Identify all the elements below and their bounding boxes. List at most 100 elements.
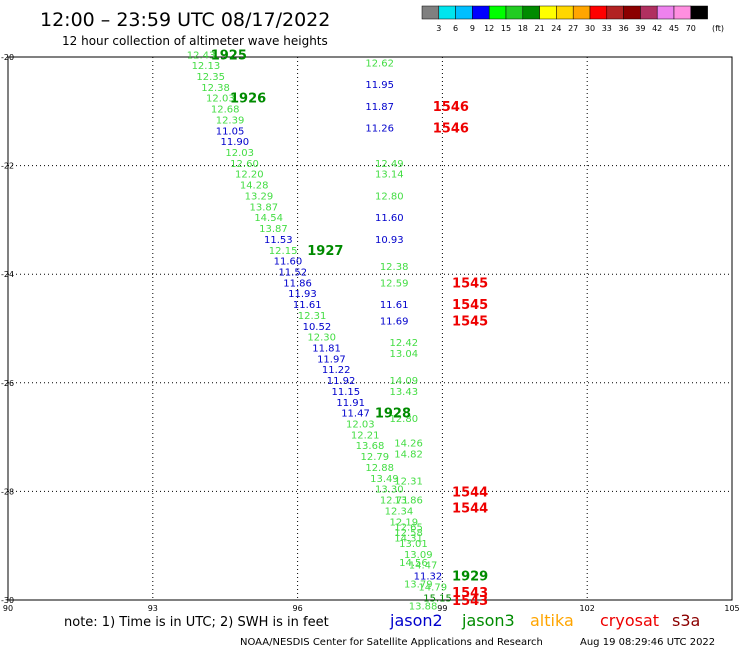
pass-number: 1546 [433, 122, 469, 137]
colorbar-swatch [606, 5, 624, 20]
wave-height-value: 14.47 [409, 561, 438, 572]
wave-height-value: 12.03 [206, 94, 235, 105]
wave-height-value: 13.04 [389, 349, 418, 360]
legend-altika: altika [530, 611, 574, 630]
wave-height-value: 14.26 [394, 439, 423, 450]
wave-height-value: 13.68 [356, 441, 385, 452]
legend-jason3: jason3 [461, 611, 515, 630]
wave-height-value: 12.60 [230, 159, 259, 170]
wave-height-value: 12.19 [389, 517, 418, 528]
wave-height-value: 13.88 [409, 601, 438, 612]
wave-height-value: 14.28 [240, 181, 269, 192]
pass-number: 1928 [375, 407, 411, 422]
colorbar-label: 9 [470, 24, 475, 33]
wave-height-value: 11.93 [288, 289, 317, 300]
wave-height-value: 13.01 [399, 539, 428, 550]
wave-height-value: 10.93 [375, 235, 404, 246]
pass-number: 1546 [433, 100, 469, 115]
wave-height-value: 11.81 [312, 344, 341, 355]
wave-height-value: 13.30 [375, 485, 404, 496]
wave-height-value: 14.54 [254, 213, 283, 224]
wave-height-value: 13.49 [370, 474, 399, 485]
wave-height-value: 11.87 [365, 102, 394, 113]
pass-number: 1925 [211, 48, 247, 63]
map-subtitle: 12 hour collection of altimeter wave hei… [62, 34, 328, 48]
colorbar-swatch [539, 5, 557, 20]
wave-height-value: 12.21 [351, 430, 380, 441]
wave-height-value: 12.49 [375, 159, 404, 170]
wave-height-value: 14.31 [394, 534, 423, 545]
colorbar-unit: (ft) [712, 24, 724, 33]
wave-height-value: 11.47 [341, 409, 370, 420]
wave-height-value: 12.31 [298, 311, 327, 322]
wave-height-value: 14.09 [389, 376, 418, 387]
wave-height-value: 14.79 [418, 582, 447, 593]
wave-height-value: 12.59 [380, 278, 409, 289]
wave-height-value: 12.20 [235, 170, 264, 181]
colorbar-swatch [690, 5, 708, 20]
wave-height-value: 13.14 [375, 170, 404, 181]
wave-height-value: 12.30 [307, 333, 336, 344]
wave-height-value: 12.35 [196, 72, 225, 83]
colorbar-swatch [438, 5, 456, 20]
colorbar-label: 70 [686, 24, 696, 33]
pass-number: 1544 [452, 485, 488, 500]
wave-height-value: 11.52 [278, 267, 307, 278]
colorbar-swatch [455, 5, 473, 20]
colorbar-swatch [589, 5, 608, 20]
wave-height-value: 12.38 [201, 83, 230, 94]
colorbar-swatch [623, 5, 641, 20]
wave-height-value: 12.43 [187, 50, 216, 61]
lat-tick-label: -30 [1, 596, 14, 605]
wave-height-value: 12.15 [269, 246, 298, 257]
credit-text: NOAA/NESDIS Center for Satellite Applica… [240, 637, 543, 648]
colorbar-swatch [673, 5, 692, 20]
wave-observations: 12.4312.1312.3512.3812.0312.6812.3911.05… [187, 50, 452, 612]
wave-height-value: 12.58 [394, 528, 423, 539]
map-title: 12:00 – 23:59 UTC 08/17/2022 [40, 9, 330, 31]
wave-height-value: 13.29 [245, 191, 274, 202]
wave-height-value: 11.92 [327, 376, 356, 387]
wave-height-value: 11.26 [365, 124, 394, 135]
colorbar-swatch [640, 5, 658, 20]
colorbar-label: 21 [535, 24, 545, 33]
colorbar-label: 6 [453, 24, 458, 33]
timestamp-text: Aug 19 08:29:46 UTC 2022 [580, 637, 715, 648]
wave-height-value: 12.34 [385, 506, 414, 517]
lat-lon-grid: 90 93 96 99 102 105 -20 -22 -24 -26 -28 -30 [1, 53, 740, 613]
wave-height-value: 12.39 [216, 115, 245, 126]
lat-tick-label: -24 [1, 270, 14, 279]
colorbar-swatch [472, 5, 490, 20]
legend-jason2: jason2 [389, 611, 443, 630]
pass-number: 1545 [452, 276, 488, 291]
colorbar-label: 30 [585, 24, 595, 33]
wave-height-value: 14.82 [394, 449, 423, 460]
wave-height-value: 12.42 [389, 338, 418, 349]
colorbar-label: 33 [602, 24, 612, 33]
colorbar-swatch [488, 5, 507, 20]
wave-height-value: 11.53 [264, 235, 293, 246]
pass-number: 1545 [452, 314, 488, 329]
wave-height-value: 10.52 [303, 322, 332, 333]
wave-height-value: 11.22 [322, 365, 351, 376]
wave-height-value: 14.56 [399, 558, 428, 569]
wave-height-value: 12.62 [365, 58, 394, 69]
pass-number: 1543 [452, 594, 488, 609]
colorbar-label: 15 [501, 24, 511, 33]
colorbar-label: 3 [436, 24, 441, 33]
colorbar-label: 45 [669, 24, 679, 33]
wave-height-value: 12.65 [394, 523, 423, 534]
lat-tick-label: -20 [1, 53, 14, 62]
wave-height-value: 11.61 [380, 300, 409, 311]
lat-tick-label: -22 [1, 162, 14, 171]
wave-height-value: 12.13 [192, 61, 221, 72]
wave-height-value: 13.87 [259, 224, 288, 235]
lon-tick-label: 102 [580, 604, 595, 613]
wave-height-value: 12.71 [380, 496, 409, 507]
colorbar-label: 36 [619, 24, 629, 33]
wave-height-value: 12.38 [380, 262, 409, 273]
lat-tick-label: -28 [1, 487, 14, 496]
colorbar-label: 24 [551, 24, 561, 33]
colorbar-label: 12 [484, 24, 494, 33]
